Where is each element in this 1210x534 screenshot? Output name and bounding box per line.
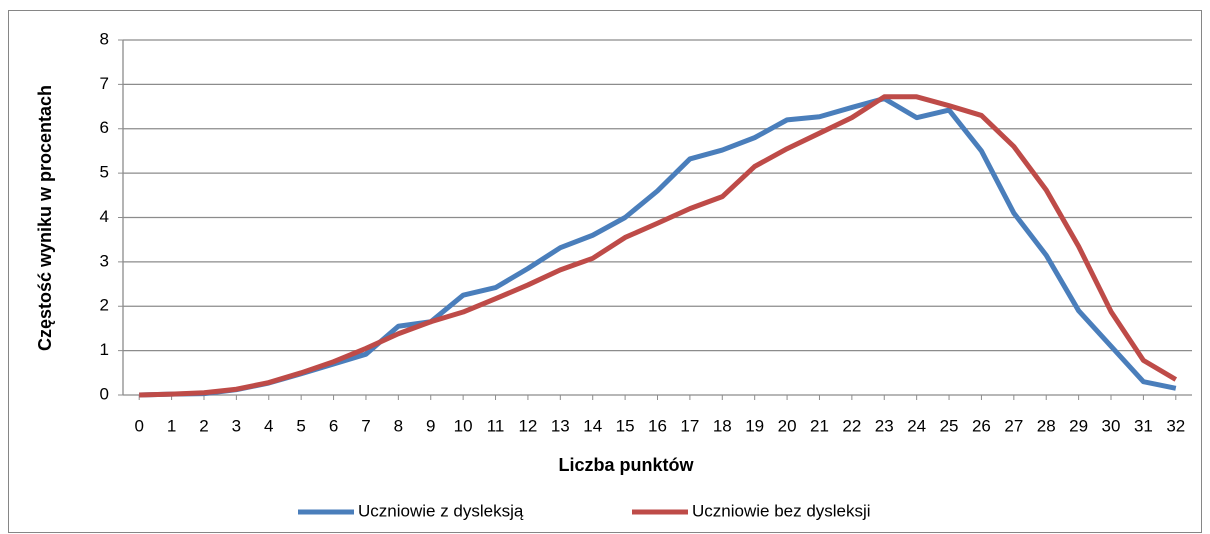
x-tick-label: 29 — [1069, 416, 1088, 435]
x-tick-label: 15 — [616, 416, 635, 435]
x-tick-label: 24 — [907, 416, 926, 435]
x-tick-label: 0 — [134, 416, 143, 435]
y-tick-label: 8 — [100, 29, 109, 48]
x-tick-label: 28 — [1037, 416, 1056, 435]
x-tick-label: 12 — [518, 416, 537, 435]
x-tick-label: 32 — [1166, 416, 1185, 435]
y-tick-label: 6 — [100, 118, 109, 137]
y-tick-label: 7 — [100, 74, 109, 93]
x-tick-label: 1 — [167, 416, 176, 435]
y-tick-label: 1 — [100, 340, 109, 359]
x-tick-label: 5 — [296, 416, 305, 435]
x-tick-label: 22 — [842, 416, 861, 435]
y-tick-label: 0 — [100, 384, 109, 403]
x-tick-label: 4 — [264, 416, 273, 435]
x-tick-label: 8 — [394, 416, 403, 435]
x-tick-label: 30 — [1102, 416, 1121, 435]
y-tick-label: 4 — [100, 207, 109, 226]
y-axis-label: Częstość wyniku w procentach — [35, 85, 55, 351]
x-tick-label: 10 — [454, 416, 473, 435]
x-tick-label: 31 — [1134, 416, 1153, 435]
x-tick-label: 2 — [199, 416, 208, 435]
x-tick-label: 7 — [361, 416, 370, 435]
chart-frame — [8, 10, 1202, 533]
x-tick-label: 11 — [487, 416, 505, 435]
x-tick-label: 21 — [810, 416, 829, 435]
x-tick-label: 16 — [648, 416, 667, 435]
x-tick-label: 3 — [232, 416, 241, 435]
x-tick-label: 13 — [551, 416, 570, 435]
x-tick-label: 9 — [426, 416, 435, 435]
y-tick-label: 5 — [100, 163, 109, 182]
legend-label: Uczniowie bez dysleksji — [692, 501, 871, 520]
x-tick-label: 14 — [583, 416, 602, 435]
legend-label: Uczniowie z dysleksją — [358, 501, 524, 520]
x-tick-label: 20 — [778, 416, 797, 435]
y-tick-label: 2 — [100, 296, 109, 315]
x-tick-label: 23 — [875, 416, 894, 435]
x-tick-label: 6 — [329, 416, 338, 435]
x-tick-label: 19 — [745, 416, 764, 435]
x-tick-label: 26 — [972, 416, 991, 435]
x-tick-label: 17 — [680, 416, 699, 435]
series-line — [139, 94, 1178, 398]
x-tick-label: 27 — [1004, 416, 1023, 435]
x-tick-label: 18 — [713, 416, 732, 435]
x-tick-label: 25 — [940, 416, 959, 435]
y-tick-label: 3 — [100, 251, 109, 270]
x-axis-label: Liczba punktów — [559, 455, 695, 475]
